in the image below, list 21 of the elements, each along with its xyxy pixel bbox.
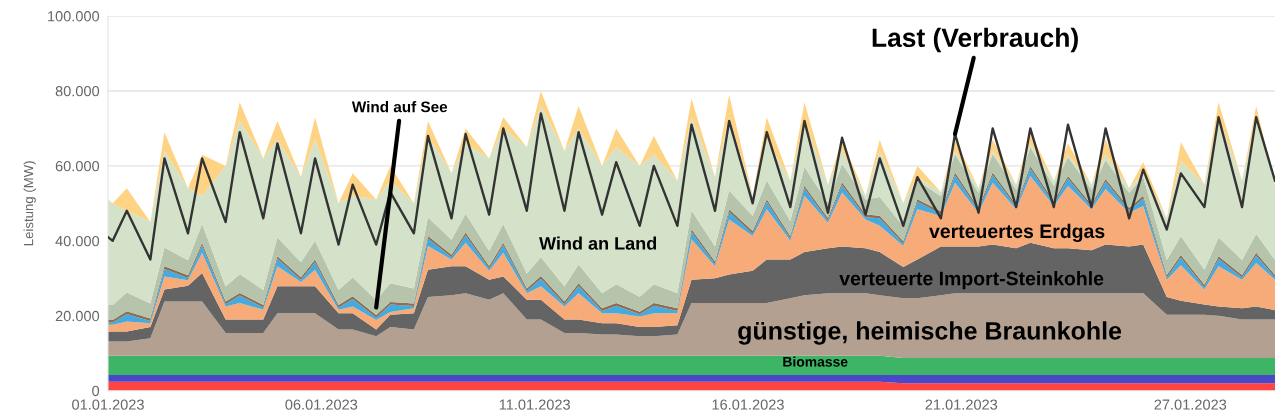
y-tick-label: 80.000 [55, 86, 100, 97]
x-tick-label: 27.01.2023 [1154, 399, 1227, 410]
series-label: Wind an Land [539, 236, 657, 250]
y-tick-label: 20.000 [55, 310, 100, 322]
x-tick-label: 21.01.2023 [925, 399, 998, 410]
x-tick-label: 11.01.2023 [499, 399, 570, 410]
y-axis-title: Leistung (MW) [23, 161, 36, 246]
series-label: verteuerte Import-Steinkohle [839, 271, 1104, 290]
series-label: günstige, heimische Braunkohle [738, 321, 1122, 345]
y-tick-label: 100.000 [48, 11, 100, 22]
x-tick-label: 16.01.2023 [712, 399, 784, 410]
series-label: Biomasse [783, 356, 848, 367]
x-tick-label: 01.01.2023 [72, 399, 144, 410]
y-tick-label: 40.000 [55, 235, 100, 247]
y-tick-label: 0 [92, 385, 100, 397]
y-tick-label: 60.000 [55, 160, 100, 172]
line-series [108, 112, 1275, 261]
text: Last (Verbrauch) [872, 27, 1078, 53]
x-tick-label: 06.01.2023 [285, 399, 358, 410]
text: Wind auf See [351, 101, 448, 113]
series-label: verteuertes Erdgas [929, 223, 1105, 243]
